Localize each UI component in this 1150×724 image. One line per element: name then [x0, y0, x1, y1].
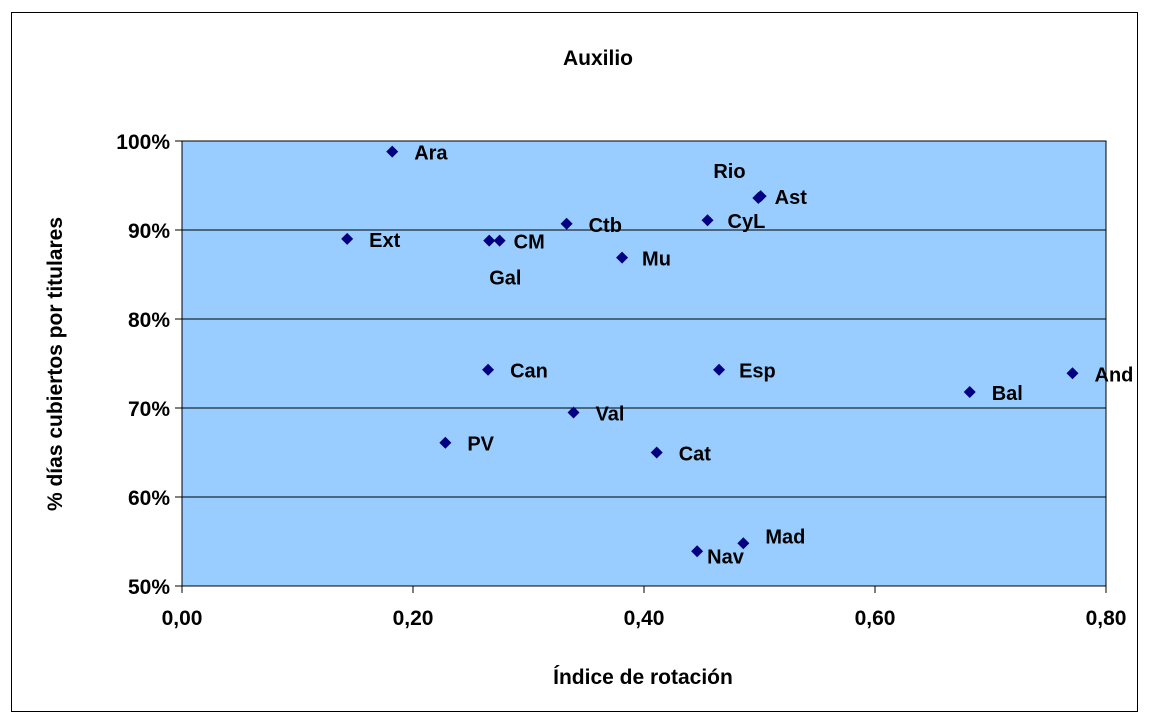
point-label-rio: Rio	[713, 161, 745, 183]
data-points	[341, 145, 1079, 558]
point-esp	[713, 363, 726, 376]
point-gal	[483, 234, 496, 247]
chart-title: Auxilio	[563, 47, 633, 70]
point-ext	[341, 232, 354, 245]
y-tick-label: 60%	[128, 487, 170, 510]
point-label-ext: Ext	[369, 230, 400, 252]
point-cyl	[701, 214, 714, 227]
x-tick-label: 0,20	[393, 607, 434, 630]
point-pv	[439, 436, 452, 449]
point-can	[482, 363, 495, 376]
point-label-val: Val	[596, 403, 625, 425]
point-ast	[754, 190, 767, 203]
point-ctb	[560, 217, 573, 230]
point-val	[567, 406, 580, 419]
point-label-gal: Gal	[489, 268, 521, 290]
y-tick-label: 70%	[128, 398, 170, 421]
y-tick-label: 100%	[116, 131, 170, 154]
y-axis: 50% 60% 70% 80% 90% 100%	[116, 131, 182, 599]
y-tick-label: 90%	[128, 220, 170, 243]
point-label-ast: Ast	[775, 187, 808, 209]
x-tick-label: 0,40	[624, 607, 665, 630]
point-label-can: Can	[510, 361, 548, 383]
y-axis-title: % días cubiertos por titulares	[44, 217, 67, 511]
point-cm	[493, 234, 506, 247]
point-cat	[650, 446, 663, 459]
y-tick-label: 80%	[128, 309, 170, 332]
point-label-cyl: CyL	[728, 211, 766, 233]
point-mad	[737, 537, 750, 550]
point-label-mu: Mu	[642, 249, 671, 271]
y-tick-label: 50%	[128, 576, 170, 599]
point-bal	[963, 385, 976, 398]
point-label-cat: Cat	[679, 444, 712, 466]
x-tick-label: 0,80	[1086, 607, 1127, 630]
plot-area	[181, 140, 1107, 587]
point-label-mad: Mad	[765, 526, 805, 548]
x-axis-title: Índice de rotación	[553, 666, 733, 689]
point-label-esp: Esp	[739, 361, 776, 383]
point-label-bal: Bal	[992, 383, 1023, 405]
gridlines	[182, 229, 1106, 498]
point-nav	[691, 545, 704, 558]
point-label-cm: CM	[514, 232, 545, 254]
point-ara	[386, 145, 399, 158]
point-label-pv: PV	[467, 434, 494, 456]
point-label-and: And	[1095, 364, 1134, 386]
x-axis: 0,00 0,20 0,40 0,60 0,80	[162, 586, 1127, 630]
x-tick-label: 0,60	[855, 607, 896, 630]
point-labels: Ara Rio Ast Ctb CyL Ext Gal CM Mu Can Esp And Bal Val…	[369, 143, 1133, 569]
point-label-nav: Nav	[707, 546, 745, 568]
point-label-ctb: Ctb	[589, 215, 622, 237]
point-label-ara: Ara	[414, 143, 448, 165]
point-and	[1066, 367, 1079, 380]
chart-frame: Auxilio 0,00 0,20 0,40 0,60 0,80 50% 60% 70% 80…	[11, 12, 1138, 712]
x-tick-label: 0,00	[162, 607, 203, 630]
scatter-chart: Auxilio 0,00 0,20 0,40 0,60 0,80 50% 60% 70% 80…	[44, 47, 1133, 689]
point-mu	[616, 251, 629, 264]
